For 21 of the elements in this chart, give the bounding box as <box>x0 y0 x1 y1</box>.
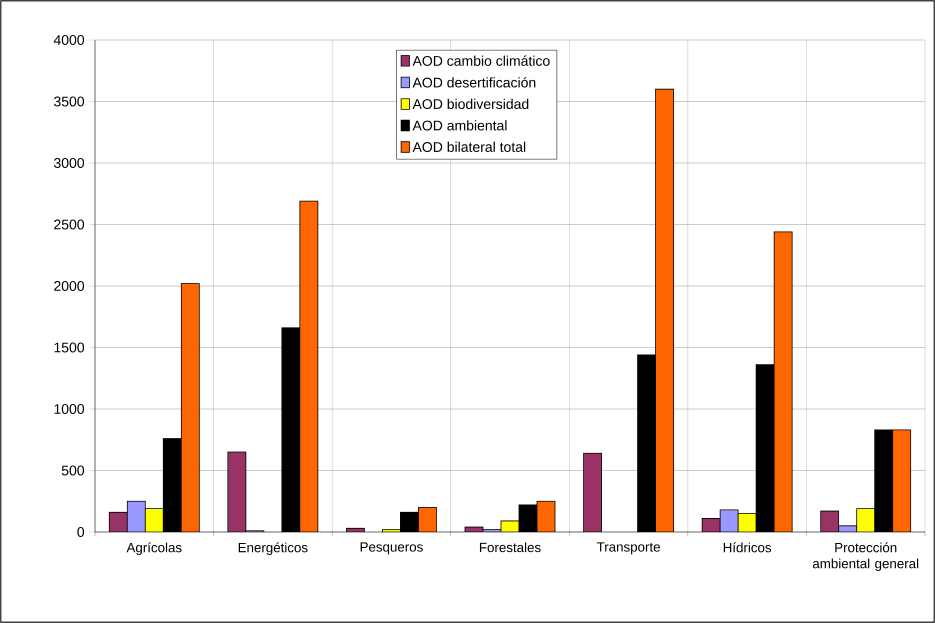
legend-label: AOD desertificación <box>412 77 536 88</box>
y-tick-label: 3500 <box>54 96 84 106</box>
legend-label: AOD biodiversidad <box>412 98 528 110</box>
y-tick-label: 2500 <box>54 220 84 230</box>
y-tick-label: 0 <box>77 527 84 537</box>
y-tick-label: 1500 <box>54 342 84 352</box>
y-tick-label: 500 <box>62 466 84 476</box>
x-tick-label: Pesqueros <box>360 542 423 554</box>
y-tick-label: 2000 <box>54 281 84 291</box>
y-tick-label: 3000 <box>54 158 84 168</box>
x-tick-label: Hídricos <box>724 542 772 552</box>
y-tick-label: 1000 <box>54 404 84 414</box>
x-tick-label: Forestales <box>480 542 541 552</box>
legend-label: AOD cambio climático <box>412 55 550 66</box>
x-tick-label: Transporte <box>596 542 660 554</box>
y-tick-label: 4000 <box>54 35 84 45</box>
legend-label: AOD bilateral total <box>412 142 526 152</box>
x-tick-label: Energéticos <box>238 542 308 555</box>
x-tick-label: Agrícolas <box>126 542 182 555</box>
x-tick-label: Protección ambiental general <box>812 542 918 571</box>
legend-label: AOD ambiental <box>412 120 507 130</box>
